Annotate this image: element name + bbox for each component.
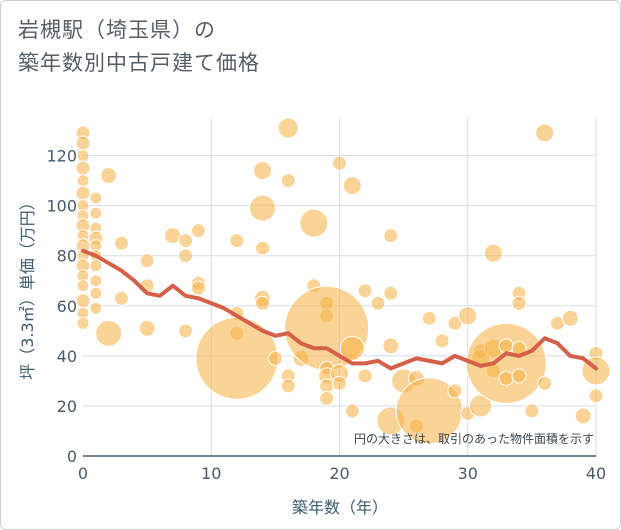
x-tick-label: 20 xyxy=(329,464,349,483)
data-bubble xyxy=(524,403,540,419)
data-bubble xyxy=(465,322,547,404)
y-tick-labels: 0 20 40 60 80 100 120 xyxy=(46,147,77,466)
y-tick-label: 80 xyxy=(57,247,77,266)
data-bubble xyxy=(178,233,194,249)
data-bubble xyxy=(339,335,365,361)
data-bubble xyxy=(249,194,277,222)
data-bubble xyxy=(511,295,527,311)
y-tick-label: 0 xyxy=(67,447,77,466)
data-bubble xyxy=(95,319,123,347)
x-tick-labels: 0 10 20 30 40 xyxy=(78,464,606,483)
data-bubble xyxy=(344,403,360,419)
data-bubble xyxy=(588,388,604,404)
data-bubble xyxy=(277,117,299,139)
data-bubble xyxy=(100,167,118,185)
bubbles xyxy=(75,117,611,445)
data-bubble xyxy=(357,368,373,384)
data-bubble xyxy=(434,333,450,349)
data-bubble xyxy=(255,240,271,256)
data-bubble xyxy=(76,316,90,330)
data-bubble xyxy=(75,135,91,151)
data-bubble xyxy=(89,301,103,315)
data-bubble xyxy=(76,149,90,163)
data-bubble xyxy=(383,228,399,244)
data-bubble xyxy=(280,378,296,394)
data-bubble xyxy=(535,123,555,143)
data-bubble xyxy=(76,174,90,188)
data-bubble xyxy=(447,383,463,399)
y-tick-label: 20 xyxy=(57,397,77,416)
chart-title: 岩槻駅（埼玉県）の 築年数別中古戸建て価格 xyxy=(18,14,260,80)
y-tick-label: 100 xyxy=(46,197,77,216)
data-bubble xyxy=(342,176,362,196)
data-bubble xyxy=(469,394,493,418)
data-bubble xyxy=(178,323,194,339)
x-axis-title: 築年数（年） xyxy=(292,498,388,517)
data-bubble xyxy=(421,310,437,326)
data-bubble xyxy=(229,233,245,249)
data-bubble xyxy=(89,191,103,205)
y-tick-label: 120 xyxy=(46,147,77,166)
data-bubble xyxy=(139,253,155,269)
data-bubble xyxy=(574,407,592,425)
data-bubble xyxy=(255,295,271,311)
data-bubble xyxy=(561,309,579,327)
data-bubble xyxy=(299,208,329,238)
data-bubble xyxy=(357,283,373,299)
x-tick-label: 10 xyxy=(201,464,221,483)
title-line-1: 岩槻駅（埼玉県）の xyxy=(18,18,216,42)
y-axis-title: 坪（3.3㎡）単価（万円） xyxy=(18,194,37,379)
data-bubble xyxy=(113,235,129,251)
y-tick-label: 40 xyxy=(57,347,77,366)
data-bubble xyxy=(537,375,553,391)
data-bubble xyxy=(75,160,91,176)
data-bubble xyxy=(253,161,273,181)
size-annotation: 円の大きさは、取引のあった物件面積を示す xyxy=(354,431,594,446)
data-bubble xyxy=(511,368,527,384)
x-tick-label: 40 xyxy=(586,464,606,483)
data-bubble xyxy=(383,285,399,301)
data-bubble xyxy=(332,155,347,171)
data-bubble xyxy=(75,293,91,309)
data-bubble xyxy=(89,274,103,288)
data-bubble xyxy=(319,390,335,406)
data-bubble xyxy=(370,295,386,311)
data-bubble xyxy=(190,280,206,296)
data-bubble xyxy=(280,173,296,189)
data-bubble xyxy=(319,378,335,394)
data-bubble xyxy=(382,337,400,355)
data-bubble xyxy=(138,319,156,337)
data-bubble xyxy=(89,286,103,300)
data-bubble xyxy=(267,350,283,366)
data-bubble xyxy=(195,316,279,400)
data-bubble xyxy=(332,375,347,391)
x-tick-label: 0 xyxy=(78,464,88,483)
data-bubble xyxy=(89,259,103,273)
data-bubble xyxy=(498,370,514,386)
data-bubble xyxy=(447,315,463,331)
data-bubble xyxy=(190,223,206,239)
data-bubble xyxy=(458,306,478,326)
data-bubble xyxy=(498,338,514,354)
x-tick-label: 30 xyxy=(458,464,478,483)
data-bubble xyxy=(76,279,90,293)
data-bubble xyxy=(483,243,503,263)
trend-line xyxy=(81,248,598,371)
y-tick-label: 60 xyxy=(57,297,77,316)
data-bubble xyxy=(178,248,194,264)
data-bubble xyxy=(75,185,91,201)
data-bubble xyxy=(89,206,103,220)
data-bubble xyxy=(113,290,129,306)
title-line-2: 築年数別中古戸建て価格 xyxy=(18,51,260,75)
